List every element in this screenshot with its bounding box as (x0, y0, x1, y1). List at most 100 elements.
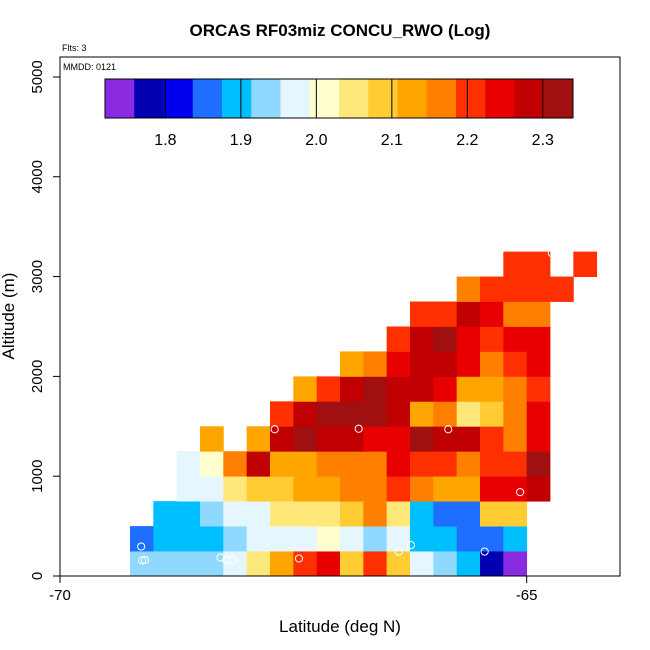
heatmap-cell (503, 426, 528, 452)
heatmap-cell (386, 326, 411, 352)
date-label: MMDD: 0121 (63, 62, 116, 72)
colorbar-ticks: 1.8 1.9 2.0 2.1 2.2 2.3 (154, 79, 554, 149)
plot-frame (59, 56, 621, 577)
sample-point (444, 425, 453, 434)
heatmap-cell (340, 376, 364, 402)
y-tick-label: 5000 (29, 60, 46, 93)
heatmap-cell (433, 326, 458, 352)
sample-point (137, 542, 146, 551)
heatmap-cell (386, 476, 411, 502)
heatmap-cell (246, 426, 271, 452)
heatmap-cell (480, 276, 504, 302)
heatmap-cell (223, 551, 248, 577)
heatmap-cell (340, 451, 364, 477)
heatmap-cell (410, 526, 434, 552)
sample-point (140, 555, 150, 565)
heatmap-cell (410, 401, 434, 427)
x-axis-label: Latitude (deg N) (279, 617, 401, 636)
heatmap-cell (176, 526, 201, 552)
heatmap-cell (526, 251, 551, 277)
heatmap-cell (433, 351, 458, 377)
sample-point (294, 554, 304, 563)
heatmap-cell (270, 476, 294, 502)
heatmap-cell (270, 551, 294, 577)
heatmap-cell (200, 526, 224, 552)
heatmap-cell (433, 301, 458, 327)
heatmap-cell (480, 551, 504, 577)
heatmap-cell (363, 426, 388, 452)
heatmap-cell (293, 451, 318, 477)
heatmap-cell (270, 451, 294, 477)
heatmap-cell (480, 426, 504, 452)
colorbar-segment (222, 79, 252, 118)
heatmap-cell (386, 401, 411, 427)
colorbar-tick-label: 2.0 (305, 132, 327, 149)
heatmap-cell (480, 301, 504, 327)
y-tick-label: 3000 (29, 260, 46, 293)
sample-points (137, 249, 556, 565)
heatmap-cell (456, 301, 481, 327)
flights-label: Flts: 3 (62, 43, 87, 53)
y-tick-label: 4000 (29, 160, 46, 193)
heatmap-cell (223, 476, 248, 502)
heatmap-cell (456, 326, 481, 352)
heatmap-cell (526, 351, 551, 377)
colorbar-segment (368, 79, 398, 118)
heatmap-cell (363, 551, 388, 577)
heatmap-cell (433, 501, 458, 527)
heatmap-cell (293, 376, 318, 402)
heatmap-cell (363, 376, 388, 402)
heatmap-cell (270, 401, 294, 427)
heatmap-cell (456, 526, 481, 552)
heatmap-cell (200, 451, 224, 477)
sample-point (480, 547, 489, 556)
heatmap-cell (340, 551, 364, 577)
heatmap-cell (503, 376, 528, 402)
heatmap-cell (410, 451, 434, 477)
heatmap-cell (480, 526, 504, 552)
heatmap-cell (386, 351, 411, 377)
heatmap-cell (503, 351, 528, 377)
colorbar-segment (339, 79, 369, 118)
y-axis-label: Altitude (m) (0, 273, 18, 360)
heatmap-cell (503, 501, 528, 527)
heatmap-cell (410, 351, 434, 377)
heatmap-cell (410, 301, 434, 327)
heatmap-cell (316, 551, 341, 577)
heatmap-cell (456, 276, 481, 302)
heatmap-cell (503, 451, 528, 477)
x-axis: -70 -65 (49, 576, 538, 604)
heatmap-cell (410, 501, 434, 527)
heatmap-cell (526, 276, 551, 302)
heatmap-cell (200, 501, 224, 527)
sample-point (270, 425, 279, 434)
heatmap-cell (363, 451, 388, 477)
heatmap-cell (270, 426, 294, 452)
heatmap-cell (480, 326, 504, 352)
heatmap-cell (130, 526, 154, 552)
sample-point (547, 249, 556, 258)
heatmap-cell (153, 501, 178, 527)
heatmap-cell (363, 526, 388, 552)
heatmap-cell (526, 476, 551, 502)
sample-point (406, 540, 416, 550)
heatmap-cell (456, 426, 481, 452)
heatmap-cell (503, 526, 528, 552)
colorbar-segment (105, 79, 135, 118)
heatmap-cell (526, 326, 551, 352)
y-axis: 0 1000 2000 3000 4000 5000 (29, 60, 60, 580)
heatmap-cell (433, 451, 458, 477)
heatmap-cell (386, 426, 411, 452)
heatmap-cell (480, 501, 504, 527)
heatmap-cell (480, 401, 504, 427)
heatmap-cell (550, 276, 574, 302)
heatmap-cell (526, 301, 551, 327)
heatmap-cell (246, 551, 271, 577)
heatmap-cell (433, 426, 458, 452)
heatmap-cell (270, 501, 294, 527)
heatmap-cell (363, 501, 388, 527)
heatmap-cell (363, 351, 388, 377)
colorbar-segment (426, 79, 457, 118)
heatmap-cell (223, 526, 248, 552)
heatmap-cell (200, 476, 224, 502)
